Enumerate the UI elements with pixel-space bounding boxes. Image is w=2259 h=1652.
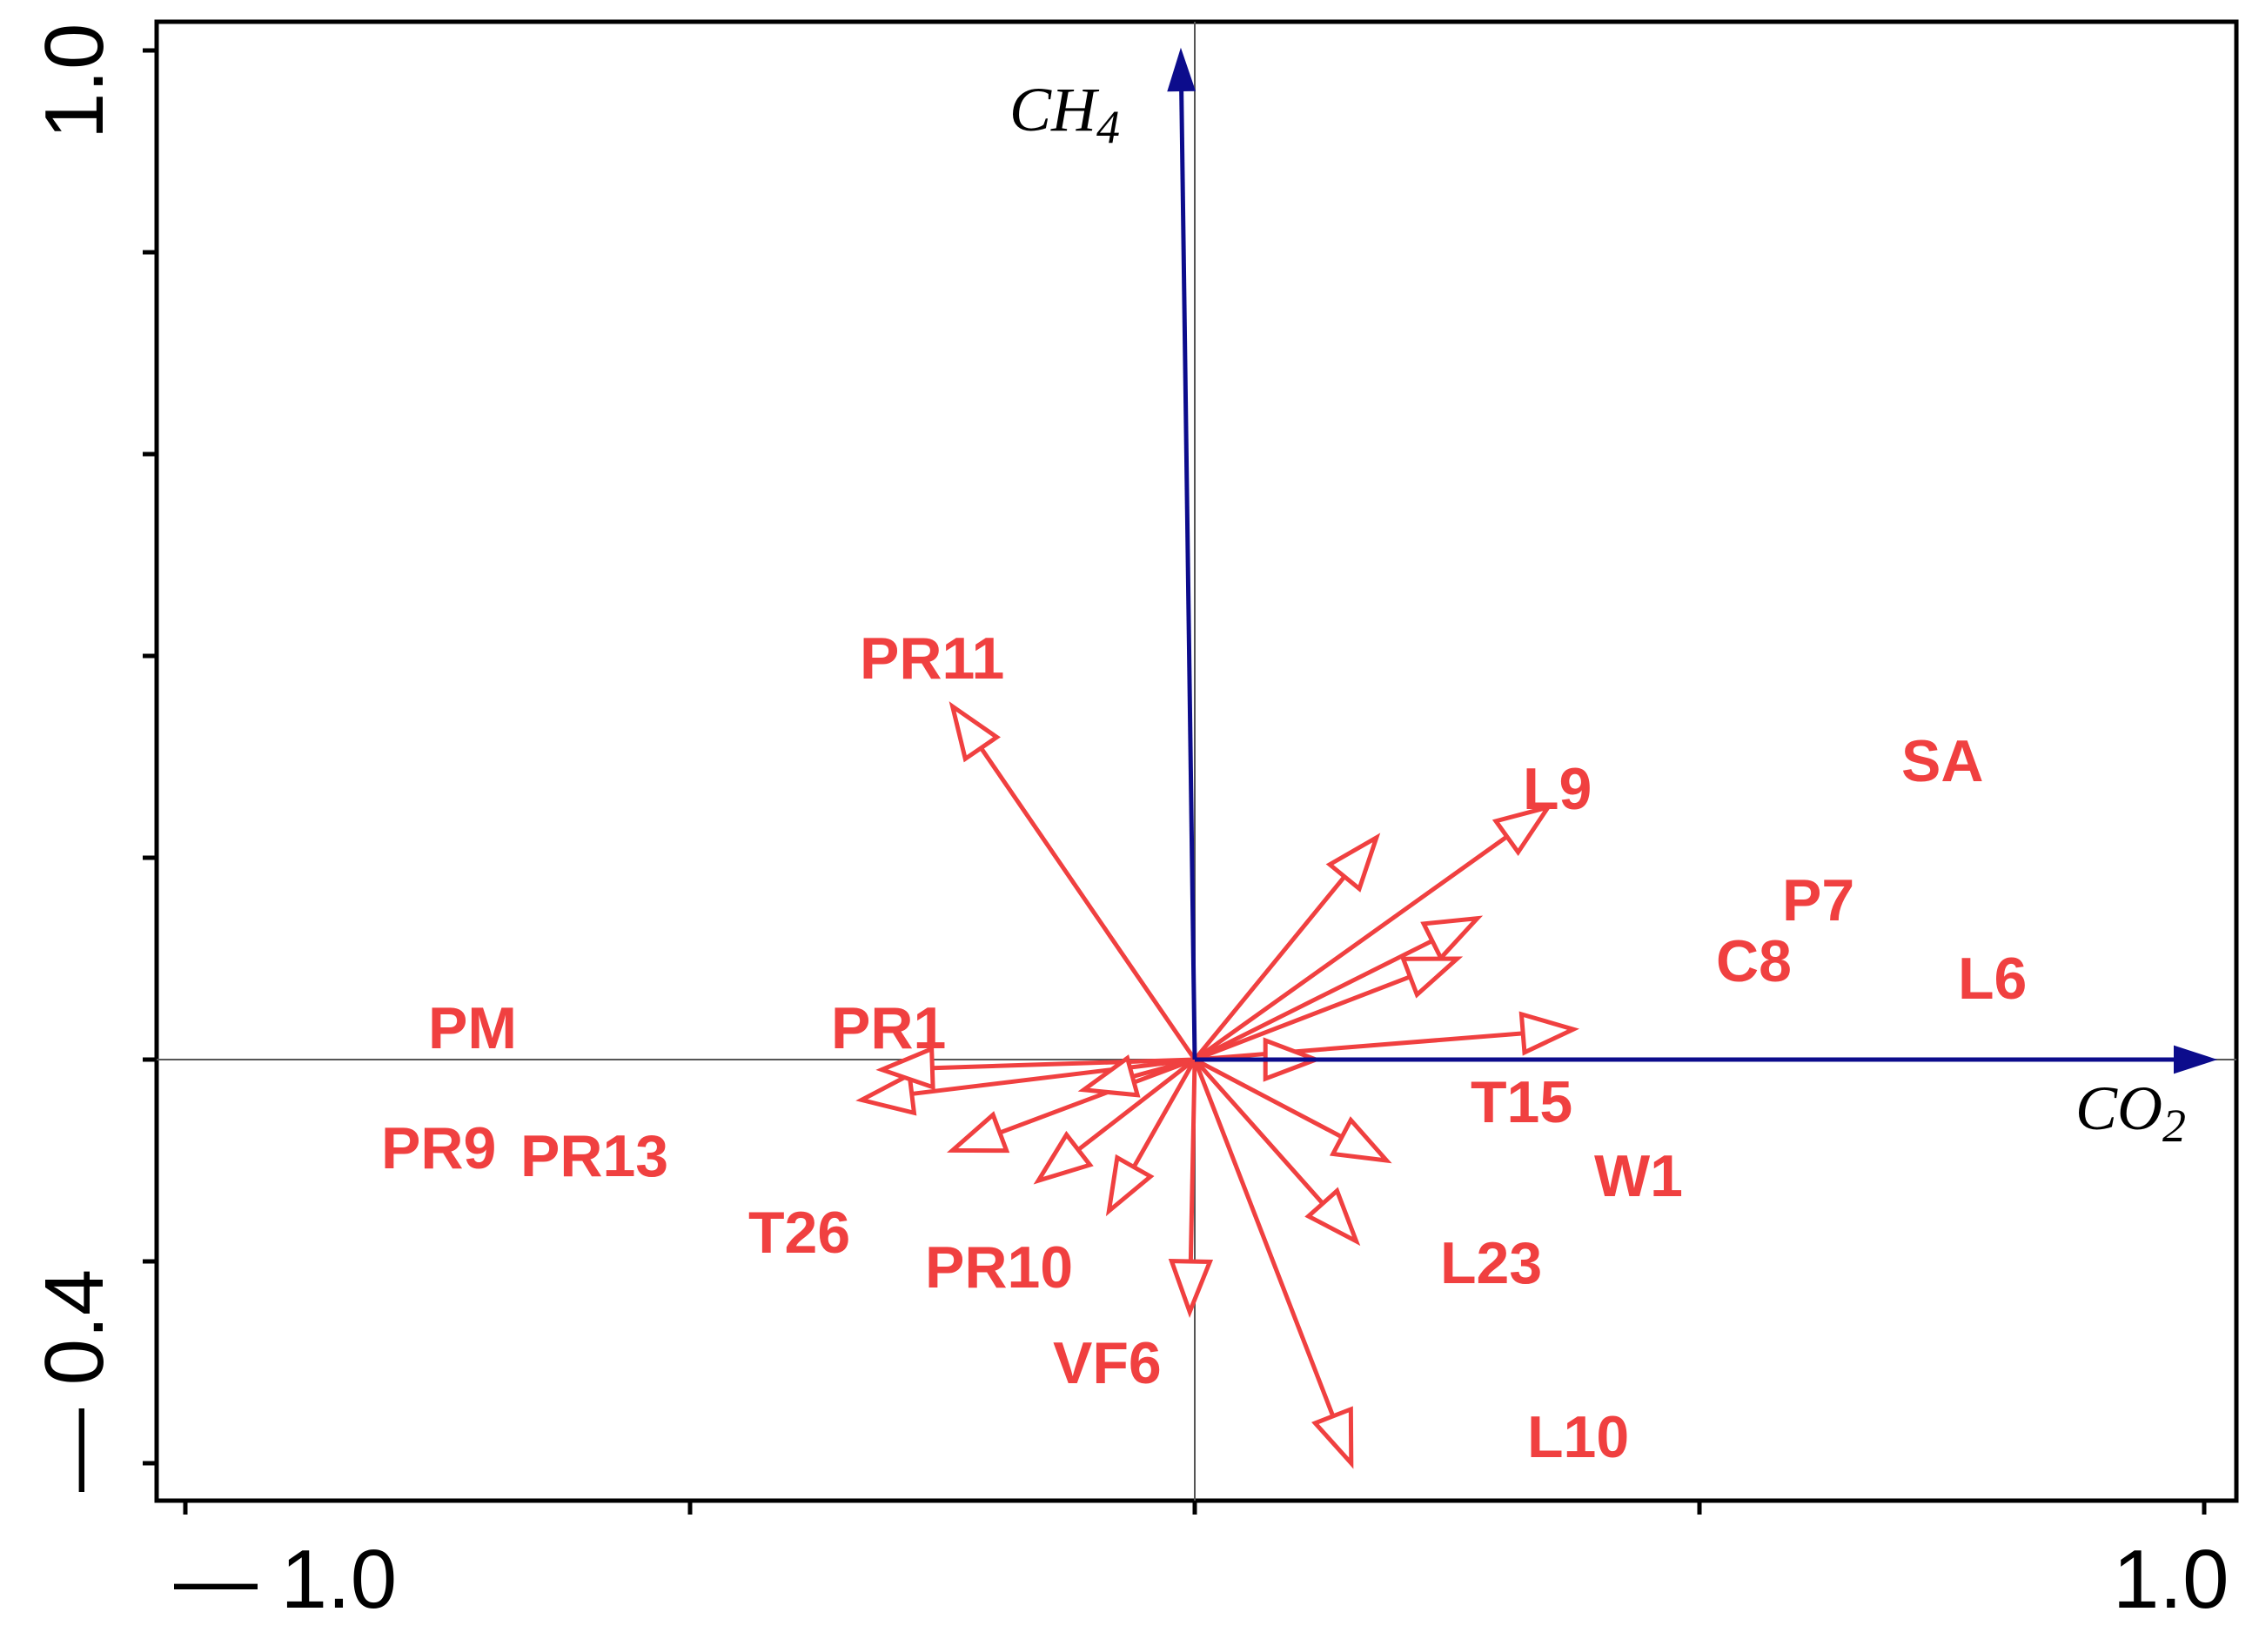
species-vector-arrowhead [855,1071,917,1116]
species-label: C8 [1716,928,1792,994]
species-vector-line [1193,875,1347,1061]
species-vector-arrowhead [946,1111,1010,1154]
species-label: W1 [1594,1143,1683,1209]
species-vector-arrowhead [875,1046,935,1091]
response-vector-arrowhead [2174,1045,2218,1074]
species-vector-arrowhead [1033,1130,1094,1185]
species-label: SA [1901,728,1983,794]
species-vector-line [932,1057,1196,1071]
species-vector-arrowhead [1168,1258,1214,1319]
species-label: PR9 [381,1115,496,1181]
species-label: PR10 [925,1234,1073,1301]
species-label: L6 [1958,946,2027,1012]
x-tick-label-min: — 1.0 [174,1533,397,1626]
species-vector-line [1194,1031,1524,1062]
response-vectors: CO2 CH4 [1009,47,2218,1152]
response-label: CO2 [2075,1073,2186,1152]
species-label: PR13 [520,1123,668,1189]
species-vector-line [1131,1057,1196,1079]
species-vector-arrowhead [1325,833,1381,893]
species-label: PM [428,995,517,1061]
species-vector-line [1193,1057,1344,1140]
species-label: T26 [748,1200,850,1266]
response-vector-arrowhead [1167,47,1197,92]
species-vector-line [1194,974,1411,1062]
y-axis-ticks [143,48,157,1466]
species-label: T15 [1471,1069,1572,1135]
y-tick-label-min: — 0.4 [28,1269,121,1492]
species-vector-line [1193,834,1509,1062]
species-vector-arrowhead [1399,956,1464,999]
species-vector-line [1131,1058,1197,1168]
species-vector-arrowhead [1491,803,1553,857]
species-vector-arrowhead [949,701,1001,763]
species-vector-line [979,746,1197,1061]
species-vector-line [911,1057,1196,1096]
species-vector-line [1193,1058,1324,1206]
response-label-subscript: 4 [1096,101,1120,153]
x-axis-ticks [183,1501,2207,1515]
species-label: L23 [1440,1230,1542,1296]
species-vector-line [999,1057,1196,1135]
species-vector-line [1193,939,1434,1062]
species-vector-line [1188,1059,1197,1262]
species-label: PR1 [831,995,946,1061]
species-vector-arrowhead [1311,1406,1354,1469]
response-label-main: CH [1009,75,1100,144]
species-label: P7 [1782,867,1854,933]
response-label-main: CO [2075,1073,2162,1143]
species-vector-arrowhead [1304,1187,1361,1247]
x-tick-label-max: 1.0 [2113,1533,2229,1626]
species-vector-line [1076,1058,1197,1152]
species-label: VF6 [1053,1330,1162,1396]
species-label: PR11 [860,625,1004,692]
species-vector-arrowhead [1329,1116,1392,1164]
species-vector-arrowhead [1420,915,1484,962]
response-label-subscript: 2 [2162,1100,2186,1152]
species-vector-arrowhead [1518,1011,1580,1056]
species-vector-arrowhead [1077,1054,1141,1098]
response-label: CH4 [1009,75,1120,153]
species-label: L10 [1527,1404,1629,1470]
y-tick-label-max: 1.0 [28,23,121,139]
species-vector-arrowhead [1105,1154,1155,1217]
response-vector-line [1179,90,1197,1060]
species-vector-line [1192,1059,1336,1417]
